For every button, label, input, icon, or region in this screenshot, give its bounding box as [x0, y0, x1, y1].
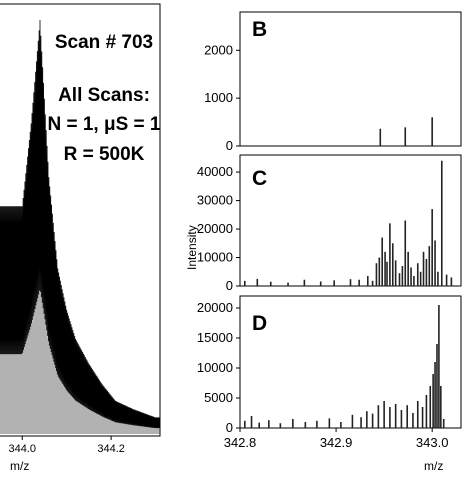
- panel-b-frame: [239, 11, 462, 147]
- panel-d-x-tick-label: 342.8: [224, 435, 257, 450]
- panel-d-x-tick-label: 342.9: [320, 435, 353, 450]
- panel-c-y-tick-label: 30000: [197, 193, 233, 208]
- panel-d-frame: [239, 295, 462, 429]
- panel-d-y-tick-label: 15000: [197, 330, 233, 345]
- panel-b: B 0 1000 2000: [204, 11, 462, 153]
- panel-d-peaks: [244, 305, 445, 428]
- panel-d-y-tick-label: 0: [226, 420, 233, 435]
- panel-b-letter: B: [252, 18, 267, 41]
- panel-c-y-tick-label: 40000: [197, 164, 233, 179]
- panel-a-all-scans: All Scans:: [58, 85, 150, 106]
- panel-b-peaks: [379, 117, 433, 146]
- panel-d-y-tick-label: 10000: [197, 360, 233, 375]
- panel-c-peaks: [244, 160, 453, 286]
- panel-a-frame: [0, 3, 161, 437]
- panel-a-resolution: R = 500K: [64, 144, 145, 165]
- panel-c-y-tick-label: 20000: [197, 221, 233, 236]
- panel-a-x-axis-label: m/z: [10, 459, 29, 473]
- panel-a-x-tick-label: 344.2: [97, 443, 125, 455]
- panel-d-x-tick-label: 343.0: [416, 435, 449, 450]
- panel-c: C Intensity 0 10000 20000 30000 40000: [185, 154, 462, 293]
- panel-a-scan-params: N = 1, μS = 1: [47, 114, 160, 135]
- panel-b-y-ticks: 0 1000 2000: [204, 42, 240, 153]
- panel-c-y-ticks: 0 10000 20000 30000 40000: [197, 164, 240, 293]
- panel-b-y-tick-label: 0: [226, 138, 233, 153]
- panel-d-y-tick-label: 20000: [197, 300, 233, 315]
- panel-a-scan-number: Scan # 703: [55, 32, 153, 53]
- panel-d-x-axis-label: m/z: [424, 459, 443, 473]
- panel-c-y-tick-label: 0: [226, 278, 233, 293]
- panel-d-y-tick-label: 5000: [204, 390, 233, 405]
- panel-c-letter: C: [252, 167, 267, 190]
- panel-a: Scan # 703 All Scans: N = 1, μS = 1 R = …: [0, 3, 161, 473]
- panel-c-frame: [239, 154, 462, 287]
- panel-d-letter: D: [252, 312, 267, 335]
- panel-d-y-ticks: 0 5000 10000 15000 20000: [197, 300, 240, 435]
- panel-b-y-tick-label: 2000: [204, 42, 233, 57]
- panel-b-y-tick-label: 1000: [204, 90, 233, 105]
- panel-a-x-ticks: 344.0 344.2: [8, 436, 125, 455]
- panel-d-x-ticks: 342.8 342.9 343.0: [224, 428, 449, 450]
- panel-c-y-tick-label: 10000: [197, 250, 233, 265]
- panel-c-y-axis-label: Intensity: [185, 225, 199, 270]
- panel-a-x-tick-label: 344.0: [8, 443, 36, 455]
- panel-a-spectrum-fill: [0, 289, 160, 434]
- panel-d: D 0 5000 10000 15000 20000 342.8 342.9 343.0 m…: [197, 295, 462, 473]
- panel-a-spectrum-trace: [0, 19, 161, 429]
